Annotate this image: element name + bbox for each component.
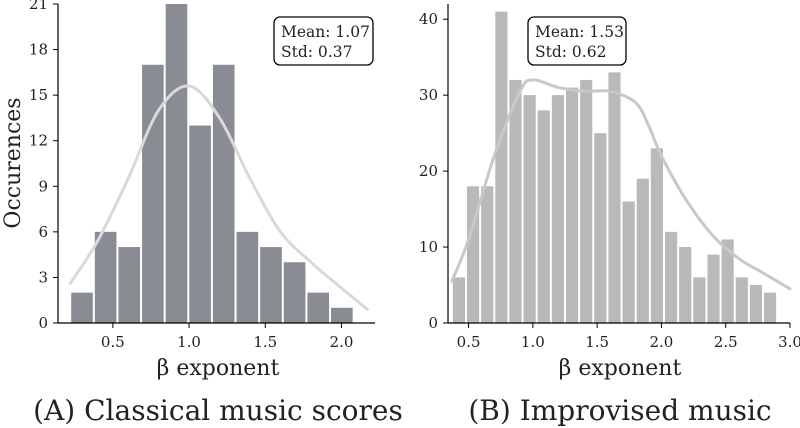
panel-a-bar (236, 231, 259, 323)
panel-b-bar (707, 254, 720, 323)
panel-b-bar (481, 186, 494, 323)
panel-b-ytick-label: 30 (419, 86, 438, 104)
figure-ylabel: Occurences (1, 97, 26, 228)
panel-a-ytick-label: 3 (38, 268, 48, 286)
panel-b-bar (665, 231, 678, 323)
panel-b-ytick-label: 0 (428, 314, 438, 332)
panel-b-bar (594, 133, 607, 323)
panel-a-ytick-label: 18 (29, 41, 48, 59)
panel-b-bar (636, 178, 649, 323)
panel-b-bar (749, 285, 762, 323)
panel-b-xlabel: β exponent (559, 356, 682, 381)
panel-a-ytick-label: 9 (38, 177, 48, 195)
panel-b-xtick-label: 0.5 (457, 333, 481, 351)
panel-a-stats-box: Mean: 1.07 Std: 0.37 (273, 16, 374, 66)
panel-a-xtick-label: 1.0 (177, 333, 201, 351)
panel-a-bar (260, 247, 282, 323)
panel-b-xticks: 0.5 1.0 1.5 2.0 2.5 3.0 (457, 323, 800, 351)
panel-b-yticks: 0 10 20 30 40 (419, 10, 448, 332)
panel-b-ytick-label: 20 (419, 162, 438, 180)
panel-a: 0.5 1.0 1.5 2.0 0 3 6 9 12 15 18 21 Mean: 1.07 Std… (29, 0, 403, 427)
panel-a-xlabel: β exponent (157, 356, 280, 381)
panel-b-bar (551, 95, 564, 324)
panel-b: 0.5 1.0 1.5 2.0 2.5 3.0 0 10 20 30 40 Mean: 1.53 … (419, 4, 800, 427)
panel-b-xtick-label: 2.5 (714, 333, 738, 351)
panel-a-ytick-label: 6 (38, 223, 48, 241)
panel-b-ytick-label: 10 (419, 238, 438, 256)
panel-a-bar (94, 231, 117, 323)
panel-b-bar (693, 277, 706, 323)
panel-a-ytick-label: 21 (29, 0, 48, 13)
panel-a-bar (165, 4, 188, 323)
panel-b-bar (735, 277, 748, 323)
panel-b-bar (622, 201, 635, 323)
panel-a-bar (142, 64, 164, 323)
panel-a-std-text: Std: 0.37 (281, 43, 352, 61)
panel-a-ytick-label: 15 (29, 86, 48, 104)
panel-b-std-text: Std: 0.62 (535, 43, 606, 61)
panel-a-bar (331, 307, 353, 323)
panel-a-bar (283, 262, 306, 323)
panel-a-kde-curve (68, 84, 369, 311)
panel-a-ytick-label: 12 (29, 132, 48, 150)
panel-b-mean-text: Mean: 1.53 (535, 23, 624, 41)
panel-b-bar (509, 79, 522, 323)
panel-a-bar (307, 292, 330, 323)
panel-b-xtick-label: 1.0 (521, 333, 545, 351)
panel-b-bar (566, 87, 579, 323)
panel-b-bar (580, 79, 593, 323)
panel-a-xtick-label: 0.5 (101, 333, 125, 351)
panel-a-ytick-label: 0 (38, 314, 48, 332)
panel-b-bar (721, 239, 734, 323)
panel-b-bar (537, 110, 550, 323)
panel-b-bar (650, 148, 663, 323)
panel-b-caption: (B) Improvised music (468, 394, 771, 427)
panel-b-bar (467, 186, 480, 323)
panel-b-bar (764, 292, 777, 323)
panel-a-yticks: 0 3 6 9 12 15 18 21 (29, 0, 58, 332)
panel-b-xtick-label: 2.0 (649, 333, 673, 351)
panel-a-xtick-label: 2.0 (330, 333, 354, 351)
panel-b-stats-box: Mean: 1.53 Std: 0.62 (527, 16, 627, 66)
panel-a-mean-text: Mean: 1.07 (281, 23, 370, 41)
panel-b-bar (523, 95, 536, 324)
panel-b-ytick-label: 40 (419, 10, 438, 28)
panel-b-bar (452, 277, 465, 323)
panel-a-xticks: 0.5 1.0 1.5 2.0 (101, 323, 353, 351)
panel-b-bar (679, 247, 692, 323)
panel-a-bar (212, 64, 235, 323)
panel-b-xtick-label: 3.0 (778, 333, 800, 351)
panel-a-xtick-label: 1.5 (253, 333, 277, 351)
panel-b-kde-curve (450, 78, 792, 291)
panel-a-bar (118, 247, 141, 323)
panel-b-xtick-label: 1.5 (585, 333, 609, 351)
panel-b-bar (495, 11, 508, 323)
panel-b-bars (452, 11, 777, 324)
panel-a-bar (71, 292, 93, 323)
panel-a-bar (189, 125, 211, 324)
panel-a-caption: (A) Classical music scores (33, 394, 403, 427)
panel-b-bar (608, 72, 621, 323)
